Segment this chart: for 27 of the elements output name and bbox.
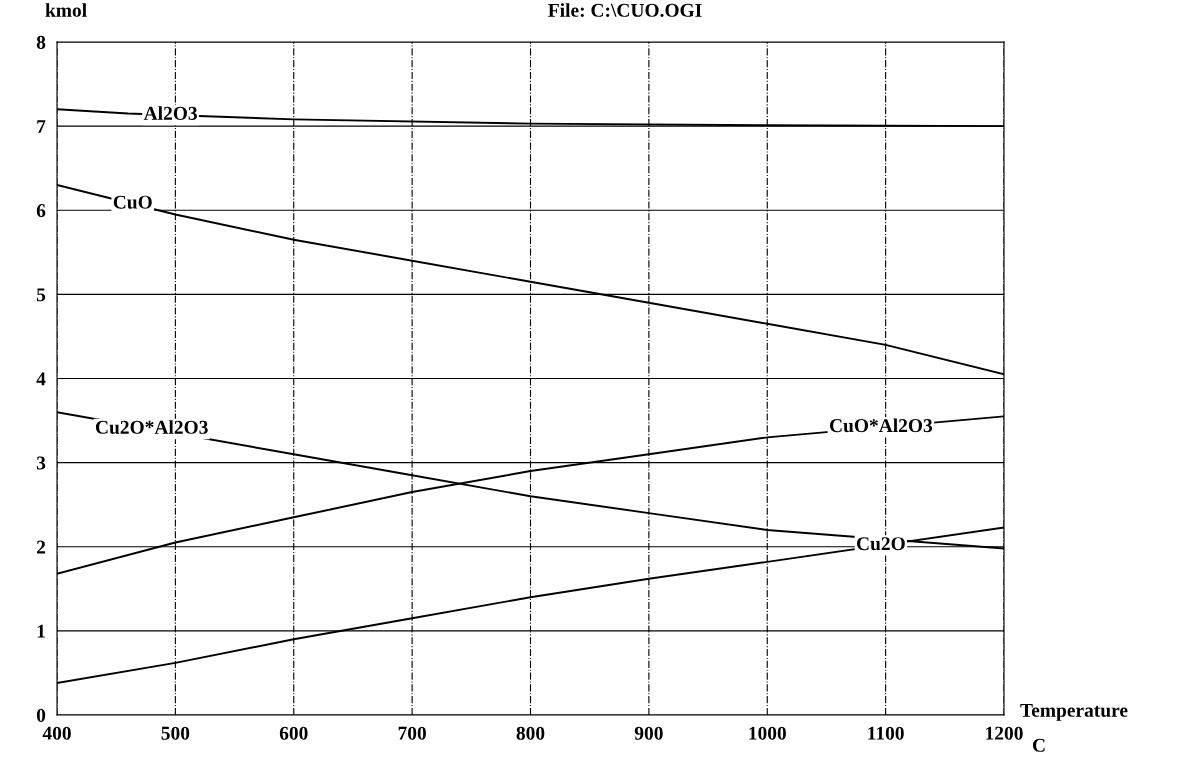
y-tick-label: 8 <box>36 35 46 49</box>
series-label: CuO*Al2O3 <box>829 418 933 433</box>
series-label: Al2O3 <box>143 106 197 120</box>
y-tick-label: 2 <box>36 540 46 554</box>
x-axis-title: Temperature <box>1020 703 1128 721</box>
x-tick-label: 1000 <box>749 726 786 740</box>
x-tick-label: 1100 <box>868 726 904 740</box>
x-tick-label: 600 <box>279 726 308 740</box>
x-tick-label: 800 <box>516 726 545 740</box>
y-tick-label: 3 <box>36 456 46 470</box>
y-tick-label: 5 <box>36 288 46 302</box>
y-tick-label: 0 <box>36 708 46 722</box>
series-label: Cu2O <box>856 537 905 551</box>
y-axis-title: kmol <box>45 3 87 17</box>
y-tick-label: 4 <box>36 372 46 386</box>
text: C <box>1032 738 1045 752</box>
x-tick-label: 900 <box>634 726 663 740</box>
series-label: CuO <box>113 195 152 209</box>
series-label: Cu2O*Al2O3 <box>95 420 208 434</box>
y-tick-label: 6 <box>36 204 46 218</box>
x-tick-label: 700 <box>398 726 426 740</box>
x-tick-label: 1200 <box>986 726 1023 740</box>
y-tick-label: 1 <box>37 624 45 638</box>
x-tick-label: 400 <box>42 726 71 740</box>
chart-title: File: C:\CUO.OGI <box>548 3 702 17</box>
y-tick-label: 7 <box>37 120 46 133</box>
x-tick-label: 500 <box>161 726 190 740</box>
